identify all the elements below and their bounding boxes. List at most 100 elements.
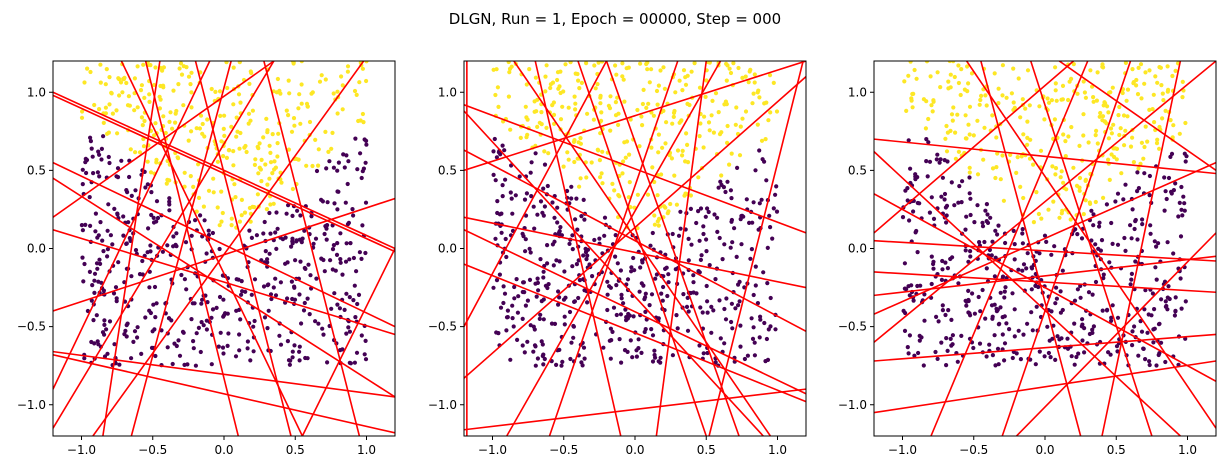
scatter-point-class-1 bbox=[599, 110, 604, 115]
scatter-point-class-1 bbox=[655, 193, 660, 198]
scatter-point-class-0 bbox=[319, 256, 324, 261]
scatter-point-class-1 bbox=[671, 114, 676, 119]
scatter-point-class-1 bbox=[80, 109, 85, 114]
scatter-point-class-0 bbox=[625, 277, 631, 282]
scatter-point-class-1 bbox=[1077, 188, 1082, 193]
scatter-point-class-0 bbox=[972, 311, 978, 316]
scatter-point-class-1 bbox=[639, 114, 644, 119]
scatter-point-class-0 bbox=[331, 165, 336, 170]
scatter-point-class-1 bbox=[1018, 115, 1023, 120]
scatter-point-class-1 bbox=[297, 92, 302, 97]
scatter-point-class-0 bbox=[137, 272, 143, 277]
scatter-point-class-0 bbox=[533, 151, 538, 156]
scatter-point-class-0 bbox=[902, 328, 908, 333]
scatter-point-class-1 bbox=[622, 99, 627, 104]
scatter-point-class-0 bbox=[152, 284, 158, 290]
scatter-point-class-0 bbox=[718, 336, 723, 341]
scatter-point-class-1 bbox=[147, 92, 152, 97]
scatter-point-class-1 bbox=[904, 108, 909, 113]
scatter-point-class-0 bbox=[1100, 308, 1105, 313]
scatter-point-class-0 bbox=[1069, 354, 1074, 359]
scatter-point-class-0 bbox=[360, 223, 365, 228]
scatter-point-class-1 bbox=[145, 159, 150, 164]
scatter-point-class-0 bbox=[176, 338, 181, 343]
scatter-point-class-1 bbox=[1101, 195, 1106, 200]
scatter-point-class-1 bbox=[766, 118, 771, 123]
scatter-point-class-0 bbox=[971, 345, 976, 351]
scatter-point-class-1 bbox=[122, 75, 127, 80]
scatter-point-class-1 bbox=[680, 88, 685, 93]
scatter-point-class-0 bbox=[529, 194, 534, 199]
scatter-point-class-0 bbox=[92, 271, 98, 276]
scatter-point-class-0 bbox=[99, 157, 104, 162]
scatter-point-class-0 bbox=[523, 249, 528, 254]
scatter-point-class-0 bbox=[686, 258, 691, 263]
scatter-point-class-0 bbox=[298, 213, 303, 218]
scatter-point-class-0 bbox=[1097, 224, 1102, 229]
scatter-point-class-1 bbox=[181, 103, 186, 108]
scatter-point-class-0 bbox=[550, 242, 556, 247]
scatter-point-class-0 bbox=[541, 213, 546, 218]
scatter-point-class-0 bbox=[745, 353, 751, 358]
scatter-point-class-1 bbox=[259, 157, 264, 162]
scatter-point-class-1 bbox=[566, 105, 571, 110]
scatter-point-class-0 bbox=[320, 199, 325, 204]
scatter-point-class-1 bbox=[1094, 128, 1099, 133]
scatter-point-class-0 bbox=[569, 184, 574, 189]
scatter-point-class-1 bbox=[1053, 166, 1059, 171]
scatter-point-class-1 bbox=[661, 108, 666, 113]
scatter-point-class-1 bbox=[286, 147, 291, 152]
scatter-point-class-0 bbox=[643, 309, 648, 314]
scatter-point-class-0 bbox=[1087, 331, 1092, 337]
scatter-point-class-1 bbox=[1177, 131, 1182, 136]
scatter-point-class-0 bbox=[1033, 283, 1038, 288]
scatter-point-class-1 bbox=[698, 121, 703, 126]
scatter-point-class-0 bbox=[341, 152, 346, 157]
scatter-point-class-1 bbox=[173, 120, 178, 125]
scatter-point-class-0 bbox=[698, 206, 704, 211]
scatter-point-class-1 bbox=[548, 82, 554, 87]
scatter-point-class-1 bbox=[1118, 126, 1123, 131]
scatter-point-class-1 bbox=[535, 124, 540, 129]
scatter-point-class-1 bbox=[231, 102, 236, 107]
scatter-point-class-0 bbox=[151, 220, 157, 225]
scatter-point-class-1 bbox=[268, 202, 273, 207]
scatter-point-class-0 bbox=[1115, 191, 1121, 196]
scatter-point-class-0 bbox=[511, 324, 516, 329]
scatter-point-class-0 bbox=[902, 261, 908, 266]
scatter-point-class-0 bbox=[1090, 327, 1095, 332]
scatter-point-class-0 bbox=[95, 235, 100, 240]
scatter-point-class-0 bbox=[576, 295, 581, 301]
scatter-point-class-0 bbox=[985, 220, 991, 225]
scatter-point-class-1 bbox=[357, 80, 362, 85]
scatter-point-class-0 bbox=[608, 356, 613, 361]
scatter-point-class-0 bbox=[210, 230, 215, 236]
scatter-point-class-0 bbox=[1000, 274, 1006, 279]
scatter-point-class-1 bbox=[1125, 114, 1130, 119]
boundary-line bbox=[464, 61, 608, 328]
scatter-point-class-1 bbox=[286, 113, 291, 118]
scatter-point-class-0 bbox=[643, 295, 648, 300]
scatter-point-class-0 bbox=[1002, 358, 1007, 363]
scatter-point-class-0 bbox=[1129, 236, 1134, 241]
scatter-point-class-1 bbox=[115, 131, 120, 136]
scatter-point-class-0 bbox=[758, 317, 763, 322]
scatter-point-class-0 bbox=[97, 257, 102, 262]
boundary-line bbox=[655, 61, 708, 436]
scatter-point-class-0 bbox=[608, 326, 614, 331]
scatter-point-class-1 bbox=[600, 61, 605, 64]
scatter-point-class-0 bbox=[498, 305, 504, 310]
scatter-point-class-0 bbox=[528, 323, 533, 328]
boundary-line bbox=[874, 239, 1216, 262]
scatter-point-class-0 bbox=[1011, 228, 1016, 233]
scatter-point-class-0 bbox=[933, 349, 938, 355]
scatter-point-class-0 bbox=[988, 215, 993, 220]
scatter-point-class-0 bbox=[363, 250, 368, 256]
scatter-point-class-1 bbox=[1009, 91, 1015, 96]
scatter-point-class-1 bbox=[1160, 91, 1165, 96]
scatter-point-class-1 bbox=[576, 78, 581, 83]
scatter-point-class-0 bbox=[619, 292, 624, 297]
scatter-point-class-1 bbox=[981, 157, 986, 162]
scatter-point-class-0 bbox=[520, 343, 525, 348]
scatter-point-class-1 bbox=[1042, 117, 1047, 122]
